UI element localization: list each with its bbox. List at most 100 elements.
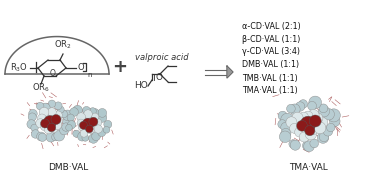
Circle shape: [53, 116, 63, 126]
Circle shape: [319, 132, 329, 142]
Circle shape: [43, 116, 56, 128]
Text: OR$_6$: OR$_6$: [32, 82, 50, 94]
Circle shape: [79, 121, 88, 129]
Circle shape: [89, 134, 98, 143]
Circle shape: [314, 122, 326, 134]
Text: γ-CD·VAL (3:4): γ-CD·VAL (3:4): [242, 48, 300, 56]
Text: TMA·VAL (1:1): TMA·VAL (1:1): [242, 86, 298, 96]
Text: O: O: [50, 70, 56, 78]
Circle shape: [309, 96, 322, 109]
Circle shape: [87, 126, 94, 134]
Circle shape: [54, 102, 62, 110]
Circle shape: [98, 128, 106, 136]
Circle shape: [318, 118, 328, 127]
Circle shape: [327, 109, 340, 122]
Circle shape: [308, 101, 316, 110]
Circle shape: [290, 104, 300, 115]
Circle shape: [302, 141, 312, 151]
Circle shape: [278, 111, 287, 120]
Circle shape: [309, 115, 321, 127]
Circle shape: [60, 126, 69, 135]
Circle shape: [82, 106, 90, 114]
Circle shape: [278, 120, 287, 129]
Text: TMA·VAL: TMA·VAL: [289, 163, 327, 173]
Text: α-CD·VAL (2:1): α-CD·VAL (2:1): [242, 21, 301, 31]
Circle shape: [29, 109, 37, 118]
Circle shape: [57, 106, 64, 113]
Circle shape: [52, 133, 59, 141]
Circle shape: [37, 114, 46, 123]
Circle shape: [279, 131, 291, 143]
Circle shape: [70, 108, 78, 116]
Circle shape: [94, 118, 102, 126]
Text: DMB·VAL (1:1): DMB·VAL (1:1): [242, 60, 299, 70]
Circle shape: [36, 102, 44, 110]
Circle shape: [31, 124, 38, 132]
Circle shape: [98, 108, 107, 117]
Circle shape: [37, 132, 45, 141]
Text: +: +: [113, 58, 127, 76]
Circle shape: [286, 117, 297, 128]
Circle shape: [92, 109, 99, 115]
Text: TMB·VAL (1:1): TMB·VAL (1:1): [242, 74, 298, 82]
Circle shape: [39, 107, 49, 117]
Circle shape: [305, 128, 317, 140]
Text: DMB·VAL: DMB·VAL: [48, 163, 88, 173]
Circle shape: [82, 118, 94, 130]
Circle shape: [296, 102, 305, 111]
Circle shape: [31, 130, 40, 138]
Circle shape: [54, 130, 65, 141]
Circle shape: [85, 125, 93, 133]
Circle shape: [91, 132, 101, 141]
Text: O: O: [156, 72, 163, 82]
Circle shape: [52, 120, 62, 130]
Circle shape: [36, 119, 45, 128]
Circle shape: [48, 100, 56, 108]
Circle shape: [317, 132, 329, 143]
Circle shape: [40, 103, 50, 113]
Circle shape: [318, 106, 330, 117]
Circle shape: [67, 114, 74, 121]
Circle shape: [44, 125, 53, 134]
Circle shape: [49, 123, 59, 133]
Circle shape: [308, 109, 319, 121]
Circle shape: [294, 127, 305, 137]
Circle shape: [297, 120, 307, 131]
Circle shape: [38, 133, 46, 141]
Circle shape: [104, 120, 112, 128]
Circle shape: [289, 140, 297, 148]
Circle shape: [62, 110, 73, 120]
Circle shape: [73, 130, 80, 137]
Circle shape: [40, 119, 50, 128]
Circle shape: [63, 117, 73, 127]
Text: n: n: [87, 72, 91, 78]
Circle shape: [27, 120, 36, 129]
Circle shape: [80, 130, 88, 137]
Circle shape: [281, 128, 291, 139]
Circle shape: [66, 124, 72, 131]
Circle shape: [299, 100, 307, 108]
Circle shape: [77, 119, 85, 127]
Circle shape: [40, 122, 49, 131]
Text: OR$_2$: OR$_2$: [54, 39, 72, 51]
Circle shape: [281, 113, 294, 126]
Circle shape: [305, 126, 315, 136]
Circle shape: [310, 139, 319, 148]
Circle shape: [46, 132, 56, 142]
Circle shape: [281, 122, 291, 132]
Circle shape: [327, 123, 335, 132]
Circle shape: [89, 108, 96, 115]
Circle shape: [287, 104, 295, 113]
Circle shape: [62, 123, 70, 131]
Circle shape: [89, 117, 98, 126]
Text: valproic acid: valproic acid: [135, 52, 189, 62]
Circle shape: [47, 123, 56, 132]
Circle shape: [319, 104, 328, 113]
Circle shape: [292, 112, 303, 123]
Circle shape: [290, 140, 301, 150]
Circle shape: [309, 125, 319, 134]
Circle shape: [290, 123, 299, 133]
Circle shape: [103, 126, 110, 133]
Circle shape: [299, 112, 308, 122]
Polygon shape: [227, 66, 233, 78]
